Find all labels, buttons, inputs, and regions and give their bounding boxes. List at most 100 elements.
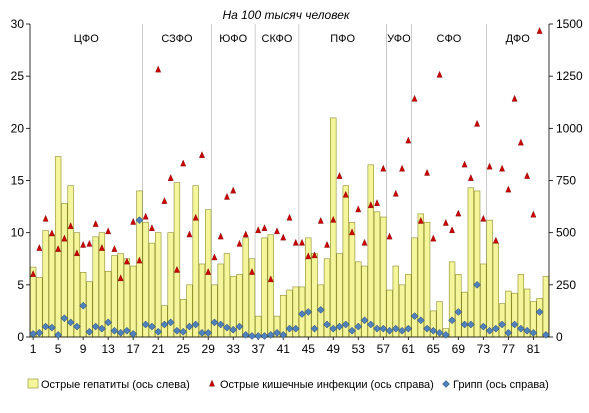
intestinal-infection-marker xyxy=(461,160,468,168)
intestinal-infection-marker xyxy=(292,238,299,246)
influenza-marker xyxy=(60,314,69,323)
influenza-marker xyxy=(135,216,144,225)
intestinal-infection-marker xyxy=(417,216,424,224)
intestinal-infection-marker xyxy=(330,215,337,223)
influenza-marker xyxy=(535,308,544,316)
hepatitis-bar xyxy=(192,185,199,338)
hepatitis-bar xyxy=(242,237,249,338)
intestinal-infection-marker xyxy=(105,227,112,235)
intestinal-infection-marker xyxy=(124,257,130,265)
influenza-marker xyxy=(110,326,119,335)
x-axis-tick-label: 57 xyxy=(377,342,391,356)
hepatitis-bar xyxy=(361,265,368,338)
influenza-marker xyxy=(85,327,94,336)
district-label: ЮФО xyxy=(219,33,247,45)
hepatitis-bar xyxy=(367,164,374,338)
intestinal-infection-marker xyxy=(499,164,506,172)
influenza-marker xyxy=(504,328,513,337)
influenza-marker xyxy=(160,320,169,329)
influenza-marker xyxy=(304,308,313,316)
x-axis-tick-label: 73 xyxy=(477,342,491,356)
x-axis-tick-label: 1 xyxy=(30,342,37,356)
influenza-marker xyxy=(491,324,500,333)
influenza-marker xyxy=(185,322,194,331)
legend-swatch-influenza xyxy=(442,380,450,388)
intestinal-infection-marker xyxy=(230,186,237,194)
x-axis-tick-label: 33 xyxy=(227,342,241,356)
hepatitis-bar xyxy=(111,255,118,338)
intestinal-infection-marker xyxy=(442,218,449,226)
intestinal-infection-marker xyxy=(261,224,268,231)
influenza-marker xyxy=(517,324,525,333)
influenza-marker xyxy=(166,318,175,327)
hepatitis-bar xyxy=(542,276,550,338)
legend-swatch-intestinal xyxy=(209,379,215,387)
hepatitis-bar xyxy=(92,236,99,338)
legend-label-intestinal: Острые кишечные инфекции (ось справа) xyxy=(220,379,434,391)
x-axis-tick-label: 9 xyxy=(80,342,87,356)
legend-label-hepatitis: Острые гепатиты (ось слева) xyxy=(41,379,190,391)
hepatitis-bar xyxy=(342,185,349,338)
x-axis-tick-label: 77 xyxy=(502,342,516,356)
intestinal-infection-marker xyxy=(161,197,168,204)
intestinal-infection-marker xyxy=(349,228,355,236)
influenza-marker xyxy=(279,331,288,339)
influenza-marker xyxy=(104,318,113,327)
x-axis-tick-label: 21 xyxy=(152,342,166,356)
district-label: ЦФО xyxy=(74,33,100,45)
hepatitis-bar xyxy=(155,232,162,338)
influenza-marker xyxy=(241,331,250,339)
intestinal-infection-marker xyxy=(211,253,218,261)
intestinal-infection-marker xyxy=(73,249,80,257)
intestinal-infection-marker xyxy=(199,151,205,158)
influenza-marker xyxy=(235,322,244,331)
influenza-marker xyxy=(229,325,238,334)
intestinal-infection-marker xyxy=(311,251,318,259)
intestinal-infection-marker xyxy=(305,252,312,260)
intestinal-infection-marker xyxy=(67,222,74,229)
influenza-marker xyxy=(335,322,344,331)
left-axis-tick-label: 30 xyxy=(11,17,25,31)
intestinal-infection-marker xyxy=(267,275,274,283)
intestinal-infection-marker xyxy=(524,172,531,179)
left-axis-tick-label: 10 xyxy=(11,226,25,240)
influenza-marker xyxy=(123,326,131,335)
intestinal-infection-marker xyxy=(405,136,412,144)
influenza-marker xyxy=(404,324,413,333)
hepatitis-bar xyxy=(29,266,37,338)
intestinal-infection-marker xyxy=(80,240,87,248)
right-axis-tick-label: 500 xyxy=(556,226,576,240)
influenza-marker xyxy=(29,330,37,338)
influenza-marker xyxy=(216,320,225,329)
intestinal-infection-marker xyxy=(242,230,249,238)
influenza-marker xyxy=(329,324,338,333)
intestinal-infection-marker xyxy=(536,27,543,34)
influenza-marker xyxy=(191,320,200,329)
intestinal-infection-marker xyxy=(111,245,118,252)
intestinal-infection-marker xyxy=(361,238,368,246)
intestinal-infection-marker xyxy=(436,70,443,78)
x-axis-tick-label: 37 xyxy=(252,342,266,356)
influenza-marker xyxy=(273,328,281,337)
x-axis-tick-label: 49 xyxy=(327,342,341,356)
hepatitis-bar xyxy=(511,292,518,338)
influenza-marker xyxy=(248,332,256,340)
intestinal-infection-marker xyxy=(374,199,380,206)
hepatitis-bar xyxy=(173,182,181,338)
intestinal-infection-marker xyxy=(192,213,199,221)
legend-swatch-hepatitis xyxy=(27,378,39,389)
district-label: СКФО xyxy=(262,33,293,45)
intestinal-infection-marker xyxy=(342,190,349,198)
influenza-marker xyxy=(79,301,88,310)
left-axis-tick-label: 0 xyxy=(17,330,24,344)
intestinal-infection-marker xyxy=(449,226,455,234)
influenza-marker xyxy=(91,322,100,331)
hepatitis-bar xyxy=(492,242,500,338)
intestinal-infection-marker xyxy=(130,217,137,225)
intestinal-infection-marker xyxy=(92,220,99,227)
influenza-marker xyxy=(498,320,506,329)
intestinal-infection-marker xyxy=(205,268,212,275)
intestinal-infection-marker xyxy=(117,274,124,282)
hepatitis-bar xyxy=(498,303,506,338)
hepatitis-bar xyxy=(448,261,456,338)
